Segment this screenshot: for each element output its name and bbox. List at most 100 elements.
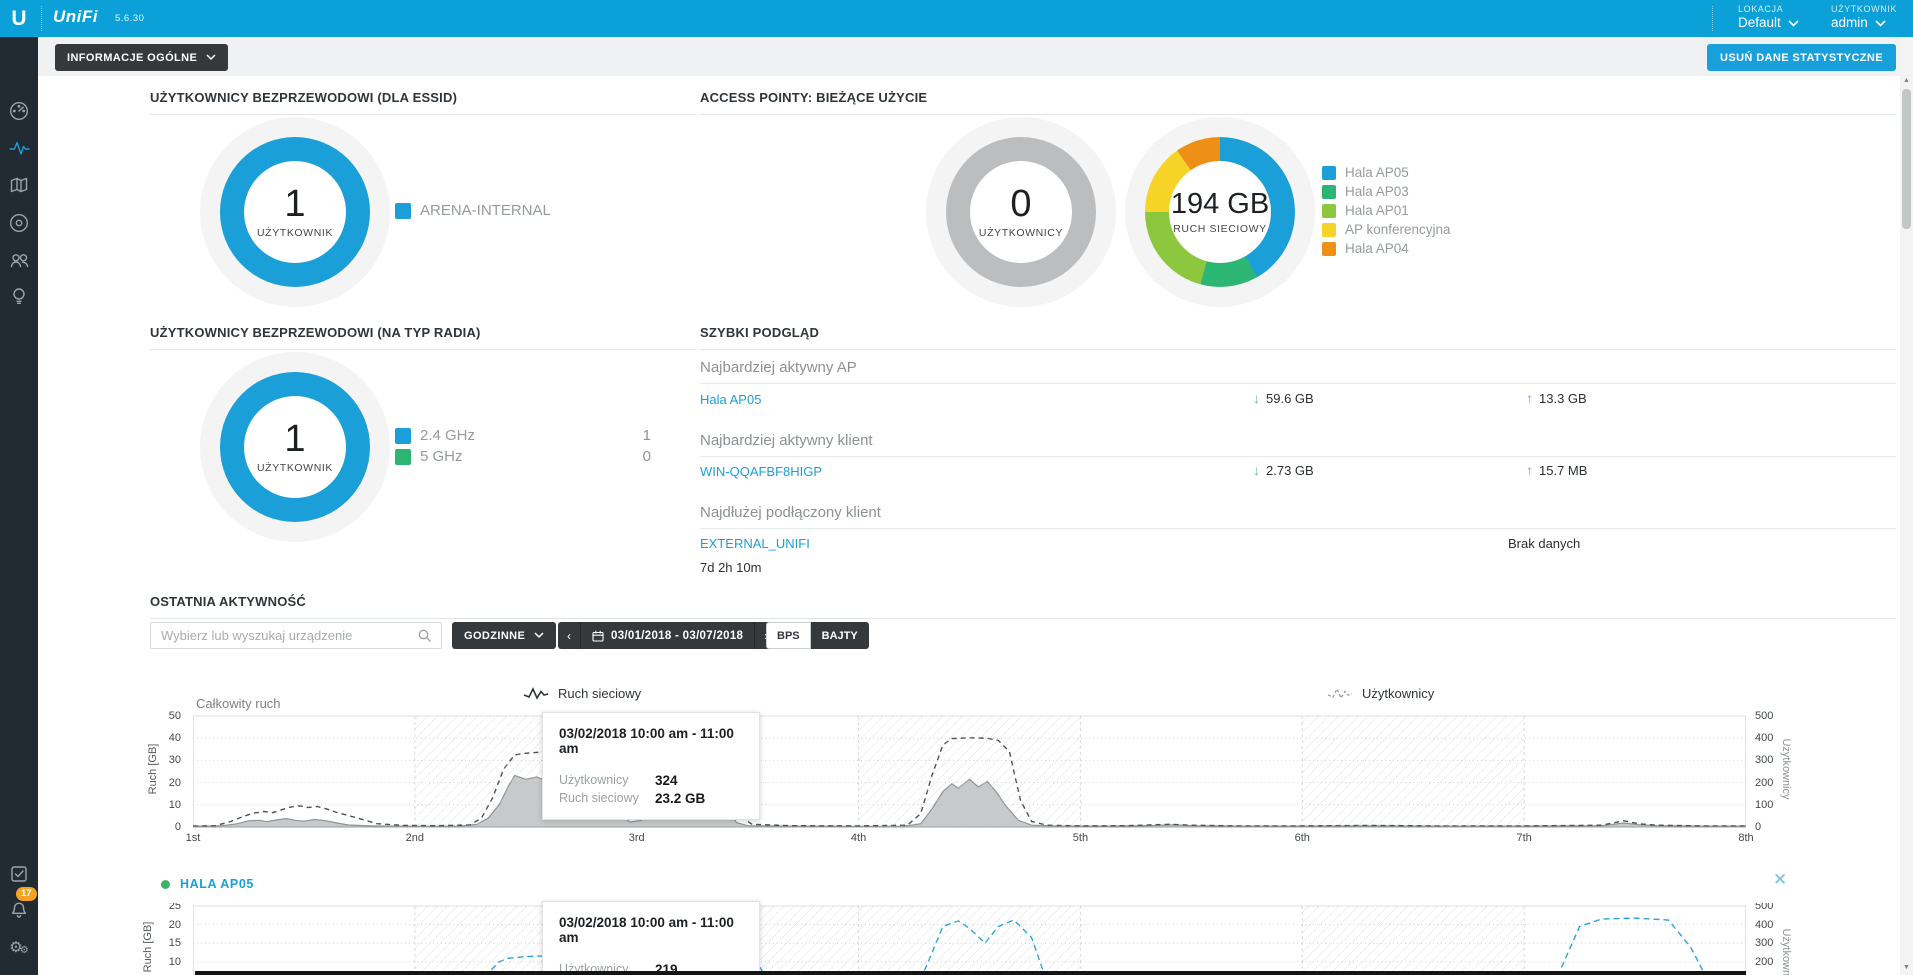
legend-swatch — [395, 202, 411, 219]
sidebar-item-insights[interactable] — [0, 280, 38, 312]
legend-swatch — [395, 427, 411, 444]
legend-swatch — [1322, 165, 1336, 180]
section-title-activity: OSTATNIA AKTYWNOŚĆ — [150, 594, 1896, 619]
brand-logo: UniFi — [53, 7, 98, 26]
sidebar-item-devices[interactable] — [0, 207, 38, 239]
ap-chart-title[interactable]: HALA AP05 — [180, 877, 254, 891]
legend-item: Hala AP03 — [1322, 184, 1451, 199]
vertical-scrollbar[interactable]: ▲ ▼ — [1900, 37, 1913, 975]
bell-icon — [11, 902, 27, 918]
axis-tick-label: 300 — [1755, 754, 1774, 767]
quick-row-link[interactable]: WIN-QQAFBF8HIGP — [700, 464, 823, 479]
unit-bytes-button[interactable]: BAJTY — [810, 622, 869, 649]
ap-status-dot — [161, 880, 170, 889]
user-value: admin — [1831, 15, 1868, 30]
y-axis-ticks-left: 0 10 20 30 40 50 — [150, 710, 187, 833]
upload-value: ↑ 13.3 GB — [1526, 390, 1587, 406]
axis-tick-label: 500 — [1755, 710, 1774, 722]
location-label: LOKACJA — [1738, 4, 1784, 14]
version-label: 5.6.30 — [115, 13, 145, 24]
axis-tick-label: 3rd — [628, 832, 645, 844]
section-title-ap-usage: ACCESS POINTY: BIEŻĄCE UŻYCIE — [700, 90, 1896, 115]
scrollbar-thumb[interactable] — [1902, 89, 1911, 229]
ubiquiti-logo-icon[interactable]: U — [11, 6, 27, 30]
view-selector-button[interactable]: INFORMACJE OGÓLNE — [55, 44, 229, 71]
user-dropdown[interactable]: UŻYTKOWNIK admin — [1831, 4, 1897, 30]
download-arrow-icon: ↓ — [1253, 462, 1260, 478]
ap-traffic-donut: 194 GB RUCH SIECIOWY — [1125, 117, 1315, 307]
traffic-users-chart[interactable] — [193, 713, 1746, 829]
quick-row-link[interactable]: EXTERNAL_UNIFI — [700, 536, 810, 551]
sidebar-item-alerts[interactable]: 17 — [0, 887, 38, 926]
legend-users: Użytkownicy — [1327, 686, 1434, 701]
legend-swatch — [1322, 222, 1336, 237]
solid-zigzag-icon — [523, 687, 549, 700]
top-bar: U UniFi 5.6.30 LOKACJA Default UŻYTKOWNI… — [0, 0, 1913, 37]
legend-item: Hala AP05 — [1322, 165, 1451, 180]
axis-tick-label: 2nd — [405, 832, 425, 844]
date-prev-button[interactable]: ‹ — [567, 628, 571, 643]
sidebar-item-statistics[interactable] — [0, 132, 38, 164]
interval-dropdown[interactable]: GODZINNE — [452, 622, 557, 649]
legend-swatch — [1322, 184, 1336, 199]
legend-label: 2.4 GHz — [420, 427, 476, 444]
quick-row-link[interactable]: Hala AP05 — [700, 392, 762, 407]
legend-item: Hala AP01 — [1322, 203, 1451, 218]
sidebar-item-dashboard[interactable] — [0, 95, 38, 127]
axis-tick-label: 8th — [1738, 832, 1754, 844]
legend-traffic: Ruch sieciowy — [523, 686, 641, 701]
map-icon — [10, 177, 28, 193]
axis-tick-label: 0 — [1755, 821, 1762, 833]
legend-label: Hala AP05 — [1345, 165, 1409, 180]
date-range-button[interactable]: 03/01/2018 - 03/07/2018 — [581, 630, 754, 642]
header-divider — [41, 6, 42, 31]
chart-tooltip: 03/02/2018 10:00 am - 11:00 am Użytkowni… — [542, 712, 760, 820]
legend-item: ARENA-INTERNAL — [395, 202, 551, 219]
events-checkbox-icon — [11, 866, 27, 882]
legend-label: Hala AP01 — [1345, 203, 1409, 218]
sidebar-item-map[interactable] — [0, 169, 38, 201]
axis-tick-label: 15 — [168, 937, 181, 950]
header-divider — [1712, 6, 1713, 31]
access-point-icon — [9, 213, 29, 233]
chart-tooltip: 03/02/2018 10:00 am - 11:00 am Użytkowni… — [542, 901, 760, 975]
axis-tick-label: 100 — [1755, 798, 1774, 811]
legend-item: AP konferencyjna — [1322, 222, 1451, 237]
gear-icon: ⚙ — [19, 945, 29, 956]
ap-traffic-users-chart[interactable] — [193, 903, 1746, 975]
chevron-down-icon — [1875, 15, 1886, 30]
essid-users-donut: 1 UŻYTKOWNIK — [200, 117, 390, 307]
axis-tick-label: 10 — [168, 955, 181, 968]
scroll-up-icon[interactable]: ▲ — [1903, 77, 1910, 84]
axis-tick-label: 4th — [850, 832, 867, 844]
sidebar-item-chat[interactable] — [0, 967, 38, 975]
clear-statistics-button[interactable]: USUŃ DANE STATYSTYCZNE — [1706, 44, 1896, 71]
axis-tick-label: 10 — [168, 798, 181, 811]
section-title-radio: UŻYTKOWNICY BEZPRZEWODOWI (NA TYP RADIA) — [150, 325, 697, 350]
clipped-edge — [195, 971, 1746, 975]
gear-icon: ⚙ — [9, 938, 23, 956]
legend-swatch — [395, 448, 411, 465]
location-dropdown[interactable]: LOKACJA Default — [1738, 4, 1799, 30]
bulb-icon — [13, 288, 25, 304]
search-icon — [418, 629, 431, 642]
scroll-down-icon[interactable]: ▼ — [1903, 964, 1910, 971]
section-title-quick-view: SZYBKI PODGLĄD — [700, 325, 1896, 350]
legend-label: ARENA-INTERNAL — [420, 202, 551, 219]
close-icon[interactable]: ✕ — [1773, 870, 1788, 889]
sidebar-item-events[interactable] — [0, 858, 38, 890]
download-value: ↓ 2.73 GB — [1253, 462, 1314, 478]
axis-tick-label: 40 — [168, 732, 181, 745]
x-axis-ticks: 1st 2nd 3rd 4th 5th 6th 7th 8th — [186, 832, 1754, 846]
axis-tick-label: 200 — [1755, 776, 1774, 789]
date-range-picker: ‹ 03/01/2018 - 03/07/2018 › — [558, 622, 778, 649]
radio-legend: 2.4 GHz 1 5 GHz 0 — [395, 427, 651, 469]
sidebar-item-clients[interactable] — [0, 244, 38, 276]
unit-bps-button[interactable]: BPS — [766, 622, 811, 649]
axis-tick-label: 25 — [168, 903, 181, 912]
device-search-input[interactable] — [150, 622, 442, 649]
sidebar-item-settings[interactable]: ⚙ ⚙ — [0, 931, 38, 963]
